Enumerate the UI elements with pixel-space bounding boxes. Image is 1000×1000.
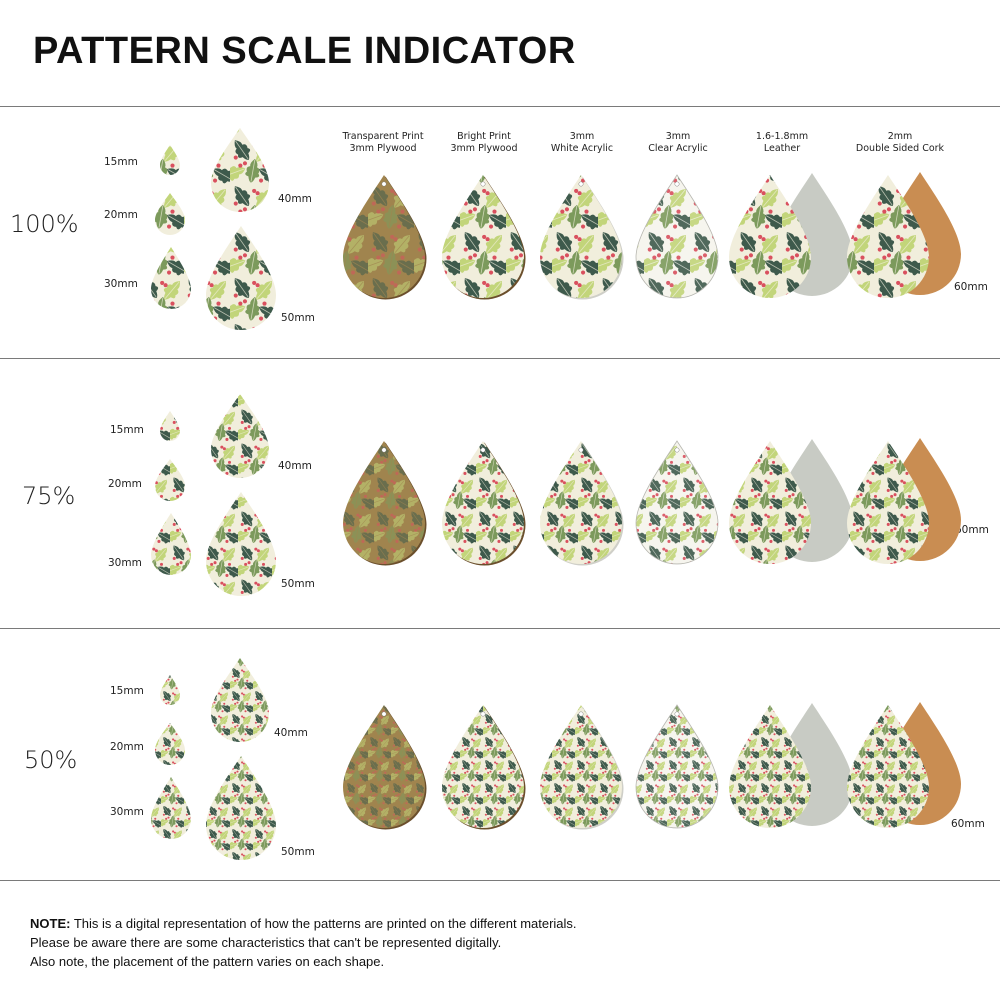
note-line-2: Please be aware there are some character… <box>30 935 502 950</box>
material-header-leather: 1.6-1.8mm Leather <box>755 131 809 154</box>
divider-top <box>0 106 1000 107</box>
teardrop-40mm <box>211 394 269 478</box>
teardrop-cork <box>847 438 961 564</box>
teardrop-30mm <box>151 777 191 839</box>
teardrop-clear-acrylic <box>635 440 719 565</box>
teardrop-transparent-plywood <box>343 175 427 300</box>
size-label-50mm: 50mm <box>281 312 315 324</box>
material-header-transparent-plywood: Transparent Print 3mm Plywood <box>342 131 424 154</box>
teardrop-clear-acrylic <box>635 704 719 829</box>
teardrop-transparent-plywood <box>343 705 427 830</box>
teardrop-leather <box>729 703 853 828</box>
size-label-15mm: 15mm <box>110 424 144 436</box>
teardrop-white-acrylic <box>540 705 624 830</box>
size-label-60mm: 60mm <box>955 524 989 536</box>
teardrop-cork <box>847 172 961 298</box>
size-label-15mm: 15mm <box>110 685 144 697</box>
size-label-20mm: 20mm <box>108 478 142 490</box>
size-label-30mm: 30mm <box>104 278 138 290</box>
teardrop-leather <box>729 173 853 298</box>
teardrop-30mm <box>151 513 191 575</box>
teardrop-15mm <box>160 145 180 175</box>
teardrop-20mm <box>155 459 185 501</box>
scale-label-100: 100% <box>10 210 79 238</box>
teardrop-20mm <box>155 723 185 765</box>
scale-label-50: 50% <box>24 746 78 774</box>
teardrop-bright-plywood <box>442 705 526 830</box>
note-text: NOTE: This is a digital representation o… <box>30 914 577 971</box>
divider-row-1 <box>0 358 1000 359</box>
teardrop-15mm <box>160 675 180 705</box>
material-header-white-acrylic: 3mm White Acrylic <box>550 131 614 154</box>
teardrop-50mm <box>206 492 276 596</box>
size-label-40mm: 40mm <box>274 727 308 739</box>
note-line-3: Also note, the placement of the pattern … <box>30 954 385 969</box>
teardrop-30mm <box>151 247 191 309</box>
scale-label-75: 75% <box>22 482 76 510</box>
material-header-clear-acrylic: 3mm Clear Acrylic <box>648 131 708 154</box>
size-label-50mm: 50mm <box>281 846 315 858</box>
teardrop-white-acrylic <box>540 175 624 300</box>
size-label-20mm: 20mm <box>110 741 144 753</box>
teardrop-40mm <box>211 658 269 742</box>
size-label-15mm: 15mm <box>104 156 138 168</box>
teardrop-bright-plywood <box>442 175 526 300</box>
size-label-50mm: 50mm <box>281 578 315 590</box>
size-label-30mm: 30mm <box>108 557 142 569</box>
teardrop-cork <box>847 702 961 828</box>
material-header-cork: 2mm Double Sided Cork <box>855 131 945 154</box>
teardrop-clear-acrylic <box>635 174 719 299</box>
teardrop-bright-plywood <box>442 441 526 566</box>
teardrop-50mm <box>206 226 276 330</box>
size-label-40mm: 40mm <box>278 460 312 472</box>
divider-row-2 <box>0 628 1000 629</box>
note-line-1: This is a digital representation of how … <box>70 916 577 931</box>
teardrop-15mm <box>160 411 180 441</box>
teardrop-transparent-plywood <box>343 441 427 566</box>
teardrop-20mm <box>155 193 185 235</box>
page-title: PATTERN SCALE INDICATOR <box>33 30 576 72</box>
teardrop-white-acrylic <box>540 441 624 566</box>
divider-bottom <box>0 880 1000 881</box>
teardrop-leather <box>729 439 853 564</box>
size-label-30mm: 30mm <box>110 806 144 818</box>
note-label: NOTE: <box>30 916 71 931</box>
size-label-60mm: 60mm <box>951 818 985 830</box>
teardrop-40mm <box>211 128 269 212</box>
material-header-bright-plywood: Bright Print 3mm Plywood <box>450 131 518 154</box>
size-label-60mm: 60mm <box>954 281 988 293</box>
size-label-20mm: 20mm <box>104 209 138 221</box>
size-label-40mm: 40mm <box>278 193 312 205</box>
teardrop-50mm <box>206 756 276 860</box>
